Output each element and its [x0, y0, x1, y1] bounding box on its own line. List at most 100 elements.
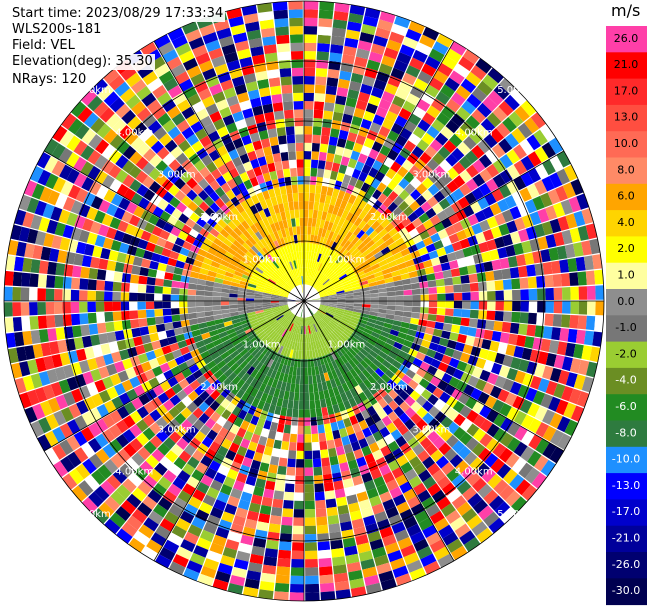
- velocity-gate: [210, 334, 221, 342]
- velocity-gate: [380, 246, 391, 255]
- velocity-gate: [217, 126, 229, 138]
- velocity-gate: [272, 308, 281, 313]
- velocity-gate: [516, 334, 527, 347]
- velocity-gate: [465, 437, 479, 451]
- velocity-gate: [344, 290, 354, 295]
- velocity-gate: [405, 334, 415, 343]
- velocity-gate: [373, 476, 386, 488]
- velocity-gate: [315, 218, 321, 228]
- velocity-gate: [363, 378, 373, 389]
- velocity-gate: [304, 425, 311, 435]
- velocity-gate: [355, 134, 366, 146]
- velocity-gate: [425, 443, 438, 456]
- velocity-gate: [209, 542, 225, 555]
- velocity-gate: [240, 534, 254, 546]
- velocity-gate: [95, 301, 105, 312]
- velocity-gate: [525, 387, 538, 402]
- velocity-gate: [291, 341, 296, 350]
- velocity-gate: [231, 185, 241, 197]
- velocity-gate: [317, 43, 330, 53]
- velocity-gate: [75, 188, 89, 203]
- velocity-gate: [436, 308, 446, 316]
- velocity-gate: [492, 399, 505, 413]
- velocity-gate: [401, 232, 412, 243]
- velocity-gate: [470, 301, 479, 310]
- velocity-gate: [131, 487, 147, 502]
- velocity-gate: [47, 328, 58, 342]
- velocity-gate: [339, 462, 350, 472]
- velocity-gate: [203, 337, 213, 346]
- velocity-gate: [214, 277, 224, 284]
- velocity-gate: [112, 119, 127, 134]
- velocity-gate: [498, 447, 513, 463]
- velocity-gate: [27, 359, 39, 375]
- velocity-gate: [330, 396, 338, 406]
- velocity-gate: [194, 385, 205, 396]
- velocity-gate: [122, 429, 136, 443]
- velocity-gate: [292, 278, 298, 287]
- velocity-gate: [412, 126, 426, 139]
- velocity-gate: [338, 366, 346, 376]
- velocity-gate: [375, 320, 385, 327]
- velocity-gate: [446, 468, 461, 482]
- velocity-gate: [586, 361, 598, 378]
- velocity-gate: [424, 327, 435, 335]
- velocity-gate: [489, 249, 500, 261]
- velocity-gate: [38, 329, 49, 343]
- velocity-gate: [181, 195, 193, 207]
- velocity-gate: [198, 178, 210, 190]
- velocity-gate: [94, 154, 108, 170]
- velocity-gate: [337, 257, 346, 266]
- velocity-gate: [361, 23, 377, 36]
- velocity-gate: [325, 498, 337, 509]
- velocity-gate: [330, 223, 338, 233]
- velocity-gate: [534, 363, 546, 378]
- velocity-gate: [32, 245, 43, 260]
- velocity-gate: [271, 307, 281, 312]
- velocity-gate: [304, 9, 318, 18]
- velocity-gate: [320, 185, 328, 195]
- velocity-gate: [211, 422, 223, 434]
- velocity-gate: [367, 405, 377, 417]
- velocity-gate: [304, 525, 317, 535]
- velocity-gate: [231, 278, 241, 284]
- velocity-gate: [180, 539, 196, 553]
- velocity-gate: [289, 592, 304, 601]
- colorbar-swatch: [606, 157, 647, 185]
- velocity-gate: [339, 70, 352, 81]
- velocity-gate: [268, 386, 276, 397]
- velocity-gate: [301, 292, 304, 301]
- velocity-gate: [242, 351, 251, 360]
- velocity-gate: [366, 185, 377, 196]
- velocity-gate: [353, 297, 363, 301]
- velocity-gate: [311, 293, 320, 298]
- velocity-gate: [476, 527, 493, 543]
- velocity-gate: [331, 162, 341, 173]
- velocity-gate: [333, 265, 341, 273]
- velocity-gate: [426, 273, 436, 281]
- velocity-gate: [550, 367, 562, 383]
- velocity-gate: [483, 133, 498, 149]
- velocity-gate: [177, 470, 191, 483]
- velocity-gate: [246, 510, 259, 522]
- velocity-gate: [202, 494, 216, 507]
- velocity-gate: [133, 122, 148, 136]
- velocity-gate: [418, 345, 429, 355]
- velocity-gate: [378, 292, 388, 297]
- velocity-gate: [331, 27, 346, 38]
- velocity-gate: [363, 267, 373, 274]
- velocity-gate: [257, 280, 266, 287]
- velocity-gate: [352, 422, 362, 433]
- velocity-gate: [374, 171, 386, 182]
- velocity-gate: [270, 360, 277, 370]
- velocity-gate: [262, 296, 271, 300]
- velocity-gate: [441, 354, 452, 365]
- velocity-gate: [81, 255, 92, 268]
- velocity-gate: [346, 242, 354, 252]
- velocity-gate: [235, 236, 245, 246]
- velocity-gate: [383, 393, 394, 405]
- velocity-gate: [304, 209, 309, 218]
- velocity-gate: [310, 305, 318, 312]
- velocity-gate: [440, 126, 454, 140]
- velocity-gate: [187, 295, 196, 301]
